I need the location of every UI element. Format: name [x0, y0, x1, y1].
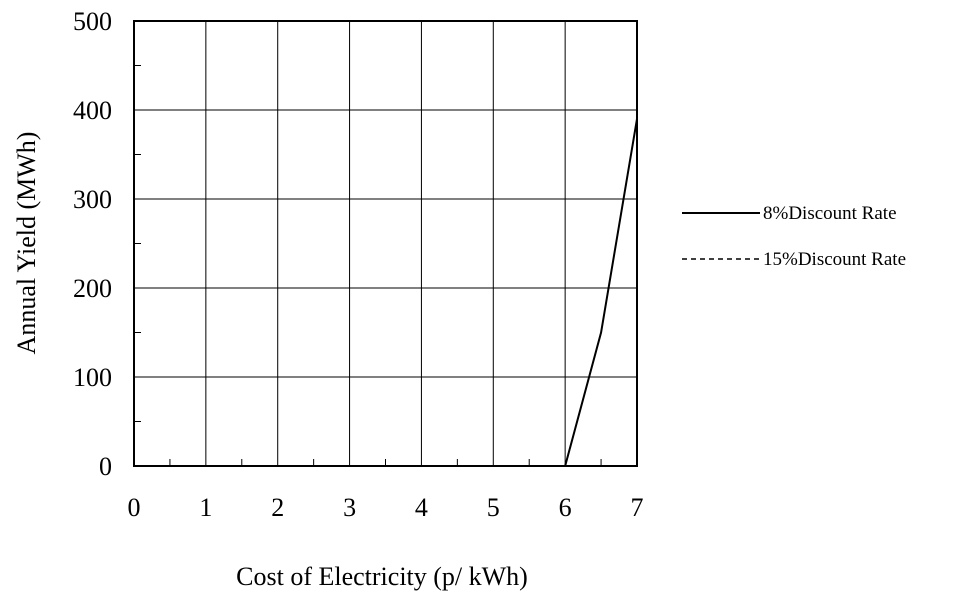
x-tick-label: 7	[631, 493, 644, 522]
x-tick-label: 0	[128, 493, 141, 522]
x-tick-label: 2	[271, 493, 284, 522]
y-tick-label: 0	[99, 452, 112, 481]
series-lines	[564, 118, 638, 467]
y-tick-label: 500	[73, 7, 112, 36]
y-tick-label: 100	[73, 363, 112, 392]
x-axis-title: Cost of Electricity (p/ kWh)	[236, 562, 528, 591]
axis-ticks	[134, 65, 602, 466]
grid-lines	[134, 21, 637, 466]
y-tick-label: 400	[73, 96, 112, 125]
x-tick-label: 3	[343, 493, 356, 522]
y-tick-label: 200	[73, 274, 112, 303]
x-tick-label: 6	[559, 493, 572, 522]
y-axis-title: Annual Yield (MWh)	[12, 132, 41, 355]
x-tick-label: 1	[199, 493, 212, 522]
x-tick-label: 5	[487, 493, 500, 522]
y-tick-label: 300	[73, 185, 112, 214]
series-line-0	[564, 118, 638, 467]
x-tick-label: 4	[415, 493, 428, 522]
tick-labels: 0 1 2 3 4 5 6 7 0 100 200 300 400 500	[73, 7, 644, 522]
legend: 8%Discount Rate 15%Discount Rate	[682, 203, 906, 270]
plot-area	[133, 20, 638, 467]
legend-label: 8%Discount Rate	[763, 203, 897, 224]
legend-label: 15%Discount Rate	[763, 249, 906, 270]
